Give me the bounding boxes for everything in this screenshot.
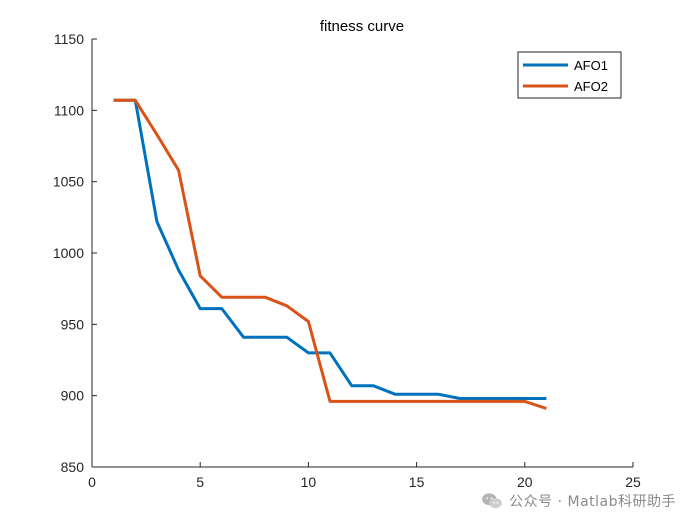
y-tick-label: 1000	[53, 245, 84, 261]
legend-label-afo1: AFO1	[574, 58, 608, 73]
watermark: 公众号 · Matlab科研助手	[481, 491, 676, 511]
watermark-text: 公众号 · Matlab科研助手	[509, 494, 676, 510]
y-tick-label: 1150	[54, 31, 84, 47]
legend-box	[517, 51, 622, 99]
legend: AFO1 AFO2	[517, 51, 622, 99]
y-tick-label: 900	[61, 388, 85, 404]
legend-label-afo2: AFO2	[574, 79, 608, 94]
y-tick-label: 950	[61, 316, 85, 332]
series-line-afo2	[113, 98, 547, 410]
chart-title: fitness curve	[320, 18, 404, 35]
x-tick-label: 15	[409, 474, 425, 490]
x-tick-label: 20	[517, 474, 533, 490]
axes: 0 5 10 15 20 25 850 900 950 1000 1050 1100 1150	[53, 31, 641, 490]
series-line-afo1	[113, 98, 547, 400]
x-tick-label: 0	[88, 474, 96, 490]
x-tick-label: 10	[301, 474, 317, 490]
plot-area	[92, 39, 633, 467]
series-lines	[113, 98, 547, 410]
y-tick-label: 1100	[54, 102, 84, 118]
y-tick-label: 850	[61, 459, 85, 475]
wechat-icon	[482, 493, 503, 509]
x-tick-label: 5	[196, 474, 204, 490]
x-tick-label: 25	[625, 474, 641, 490]
y-tick-label: 1050	[53, 174, 84, 190]
